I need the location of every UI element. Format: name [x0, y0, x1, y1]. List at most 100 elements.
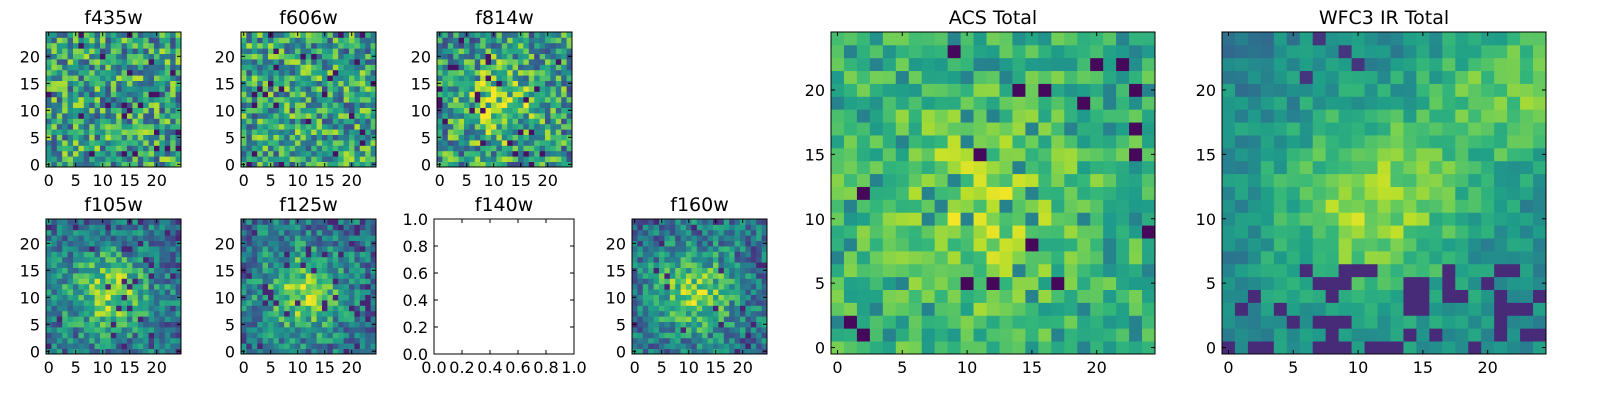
heatmap-cell	[148, 75, 155, 81]
heatmap-cell	[1116, 276, 1130, 290]
heatmap-cell	[934, 315, 949, 329]
heatmap-cell	[458, 48, 465, 54]
heatmap-cell	[539, 150, 546, 157]
heatmap-cell	[56, 102, 63, 108]
heatmap-cell	[1012, 328, 1026, 342]
heatmap-cell	[175, 305, 182, 312]
heatmap-cell	[110, 86, 117, 92]
heatmap-cell	[523, 75, 530, 81]
heatmap-cell	[545, 91, 551, 98]
heatmap-cell	[148, 80, 155, 87]
heatmap-cell	[761, 235, 768, 241]
heatmap-cell	[354, 305, 361, 312]
heatmap-cell	[127, 246, 133, 252]
heatmap-cell	[349, 140, 355, 146]
heatmap-cell	[1299, 289, 1314, 303]
y-tick-label: 15	[606, 261, 626, 280]
heatmap-cell	[707, 289, 714, 295]
heatmap-cell	[1012, 122, 1026, 136]
heatmap-cell	[132, 134, 139, 141]
heatmap-cell	[1325, 263, 1340, 278]
heatmap-cell	[856, 57, 871, 72]
heatmap-cell	[246, 156, 253, 162]
heatmap-cell	[62, 75, 68, 81]
heatmap-cell	[273, 337, 280, 344]
heatmap-cell	[262, 283, 269, 290]
heatmap-cell	[734, 273, 741, 279]
heatmap-cell	[46, 118, 52, 125]
heatmap-cell	[669, 300, 676, 306]
heatmap-cell	[566, 102, 573, 108]
heatmap-cell	[327, 59, 334, 65]
heatmap-cell	[278, 75, 285, 81]
heatmap-cell	[159, 332, 166, 339]
heatmap-cell	[62, 48, 68, 54]
heatmap-cell	[973, 276, 987, 290]
heatmap-cell	[170, 86, 176, 92]
heatmap-cell	[300, 161, 307, 168]
heatmap-cell	[354, 235, 361, 241]
heatmap-cell	[453, 107, 459, 114]
heatmap-cell	[370, 251, 377, 258]
x-tick-label: 15	[120, 171, 140, 190]
heatmap-cell	[761, 289, 768, 295]
heatmap-cell	[947, 225, 961, 239]
heatmap-cell	[745, 310, 752, 317]
heatmap-cell	[170, 123, 176, 130]
heatmap-cell	[1051, 109, 1065, 123]
heatmap-cell	[882, 276, 897, 290]
heatmap-cell	[284, 300, 290, 306]
heatmap-cell	[370, 310, 377, 317]
heatmap-cell	[447, 96, 454, 103]
heatmap-cell	[241, 305, 247, 312]
heatmap-cell	[999, 57, 1013, 72]
heatmap-cell	[1103, 32, 1117, 46]
heatmap-cell	[251, 343, 258, 349]
heatmap-cell	[1481, 341, 1495, 355]
heatmap-cell	[105, 310, 112, 317]
heatmap-cell	[300, 278, 307, 285]
heatmap-cell	[159, 348, 166, 355]
heatmap-cell	[973, 173, 987, 187]
heatmap-cell	[295, 107, 301, 114]
heatmap-cell	[1481, 212, 1495, 226]
heatmap-cell	[56, 91, 63, 98]
heatmap-cell	[895, 238, 910, 252]
heatmap-cell	[934, 328, 949, 342]
heatmap-cell	[159, 300, 166, 306]
heatmap-cell	[1260, 328, 1275, 342]
x-tick-label: 10	[484, 171, 504, 190]
heatmap-cell	[370, 278, 377, 285]
heatmap-cell	[632, 327, 638, 333]
heatmap-cell	[986, 173, 1000, 187]
heatmap-cell	[257, 107, 263, 114]
heatmap-cell	[745, 235, 752, 241]
heatmap-cell	[1090, 70, 1104, 84]
heatmap-cell	[1442, 173, 1456, 187]
heatmap-cell	[175, 262, 182, 268]
heatmap-cell	[121, 273, 128, 279]
heatmap-cell	[278, 37, 285, 44]
heatmap-cell	[437, 69, 443, 76]
heatmap-cell	[648, 256, 654, 263]
heatmap-cell	[359, 69, 366, 76]
heatmap-cell	[327, 96, 334, 103]
heatmap-cell	[278, 273, 285, 279]
heatmap-cell	[365, 134, 371, 141]
heatmap-cell	[534, 161, 540, 168]
heatmap-cell	[137, 310, 144, 317]
heatmap-cell	[121, 332, 128, 339]
heatmap-cell	[262, 327, 269, 333]
heatmap-cell	[300, 262, 307, 268]
heatmap-cell	[1038, 109, 1052, 123]
heatmap-cell	[750, 246, 757, 252]
heatmap-cell	[447, 113, 454, 119]
heatmap-cell	[300, 224, 307, 231]
heatmap-cell	[94, 156, 101, 162]
heatmap-cell	[338, 107, 344, 114]
heatmap-cell	[1442, 238, 1456, 252]
heatmap-cell	[756, 348, 762, 355]
heatmap-cell	[447, 37, 454, 44]
heatmap-cell	[116, 316, 122, 322]
heatmap-cell	[1090, 250, 1104, 265]
